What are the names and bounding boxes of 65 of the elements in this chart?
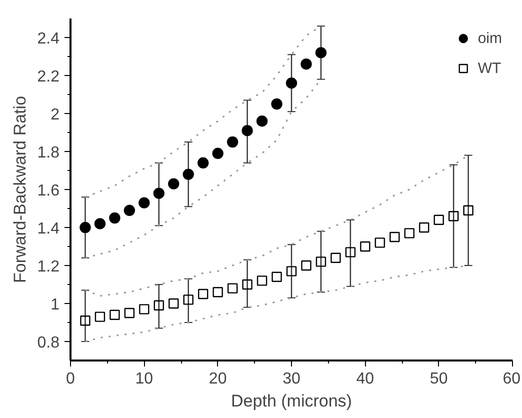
point: [316, 256, 326, 267]
point: [124, 204, 136, 216]
point: [256, 116, 268, 127]
point: [330, 252, 341, 263]
point: [154, 300, 164, 310]
x-tick-label: 10: [135, 370, 154, 388]
y-tick-label: 1.6: [37, 182, 60, 200]
x-tick-label: 30: [282, 370, 300, 388]
legend-label: WT: [478, 60, 502, 76]
point: [227, 283, 238, 294]
point: [463, 205, 474, 216]
point: [212, 287, 223, 298]
y-tick-label: 1.8: [37, 144, 60, 162]
point: [345, 247, 356, 258]
y-tick-label: 1.4: [37, 220, 60, 238]
line-series: [84, 25, 322, 198]
point: [80, 316, 90, 326]
point: [315, 47, 327, 58]
point: [226, 136, 238, 148]
point: [434, 214, 444, 225]
point: [212, 148, 224, 159]
point: [301, 260, 312, 271]
legend-label: oim: [478, 30, 502, 46]
point: [272, 272, 282, 282]
x-tick-label: 0: [66, 370, 76, 388]
point: [286, 78, 298, 89]
point: [242, 125, 253, 136]
x-axis-title: Depth (microns): [231, 392, 352, 410]
y-tick-label: 1.2: [37, 258, 60, 276]
point: [448, 211, 459, 222]
y-tick-label: 0.8: [37, 334, 60, 352]
point: [94, 218, 106, 230]
point: [419, 222, 430, 233]
point: [110, 310, 120, 320]
point: [80, 222, 91, 234]
point: [360, 241, 370, 252]
y-tick-label: 2.2: [37, 68, 60, 86]
point: [271, 98, 282, 110]
point: [138, 197, 150, 208]
point: [198, 288, 208, 300]
x-tick-label: 40: [356, 370, 374, 388]
point: [198, 157, 209, 168]
point: [139, 304, 150, 314]
point: [109, 212, 120, 224]
point: [182, 168, 194, 180]
y-tick-label: 2: [50, 106, 60, 124]
y-tick-label: 2.4: [37, 30, 60, 48]
x-tick-label: 50: [430, 370, 448, 388]
point: [286, 266, 297, 276]
point: [124, 308, 135, 318]
point: [390, 232, 400, 242]
point: [256, 276, 268, 286]
point: [183, 294, 194, 305]
point: [94, 312, 106, 322]
point: [242, 279, 252, 290]
y-tick-label: 1: [50, 296, 60, 314]
x-tick-label: 20: [208, 370, 227, 388]
point: [153, 188, 164, 199]
y-axis-title: Forward-Backward Ratio: [10, 96, 30, 284]
point: [300, 58, 312, 70]
point: [374, 238, 385, 248]
x-tick-label: 60: [502, 370, 521, 388]
point: [168, 298, 179, 309]
point: [404, 228, 414, 238]
point: [168, 178, 180, 190]
